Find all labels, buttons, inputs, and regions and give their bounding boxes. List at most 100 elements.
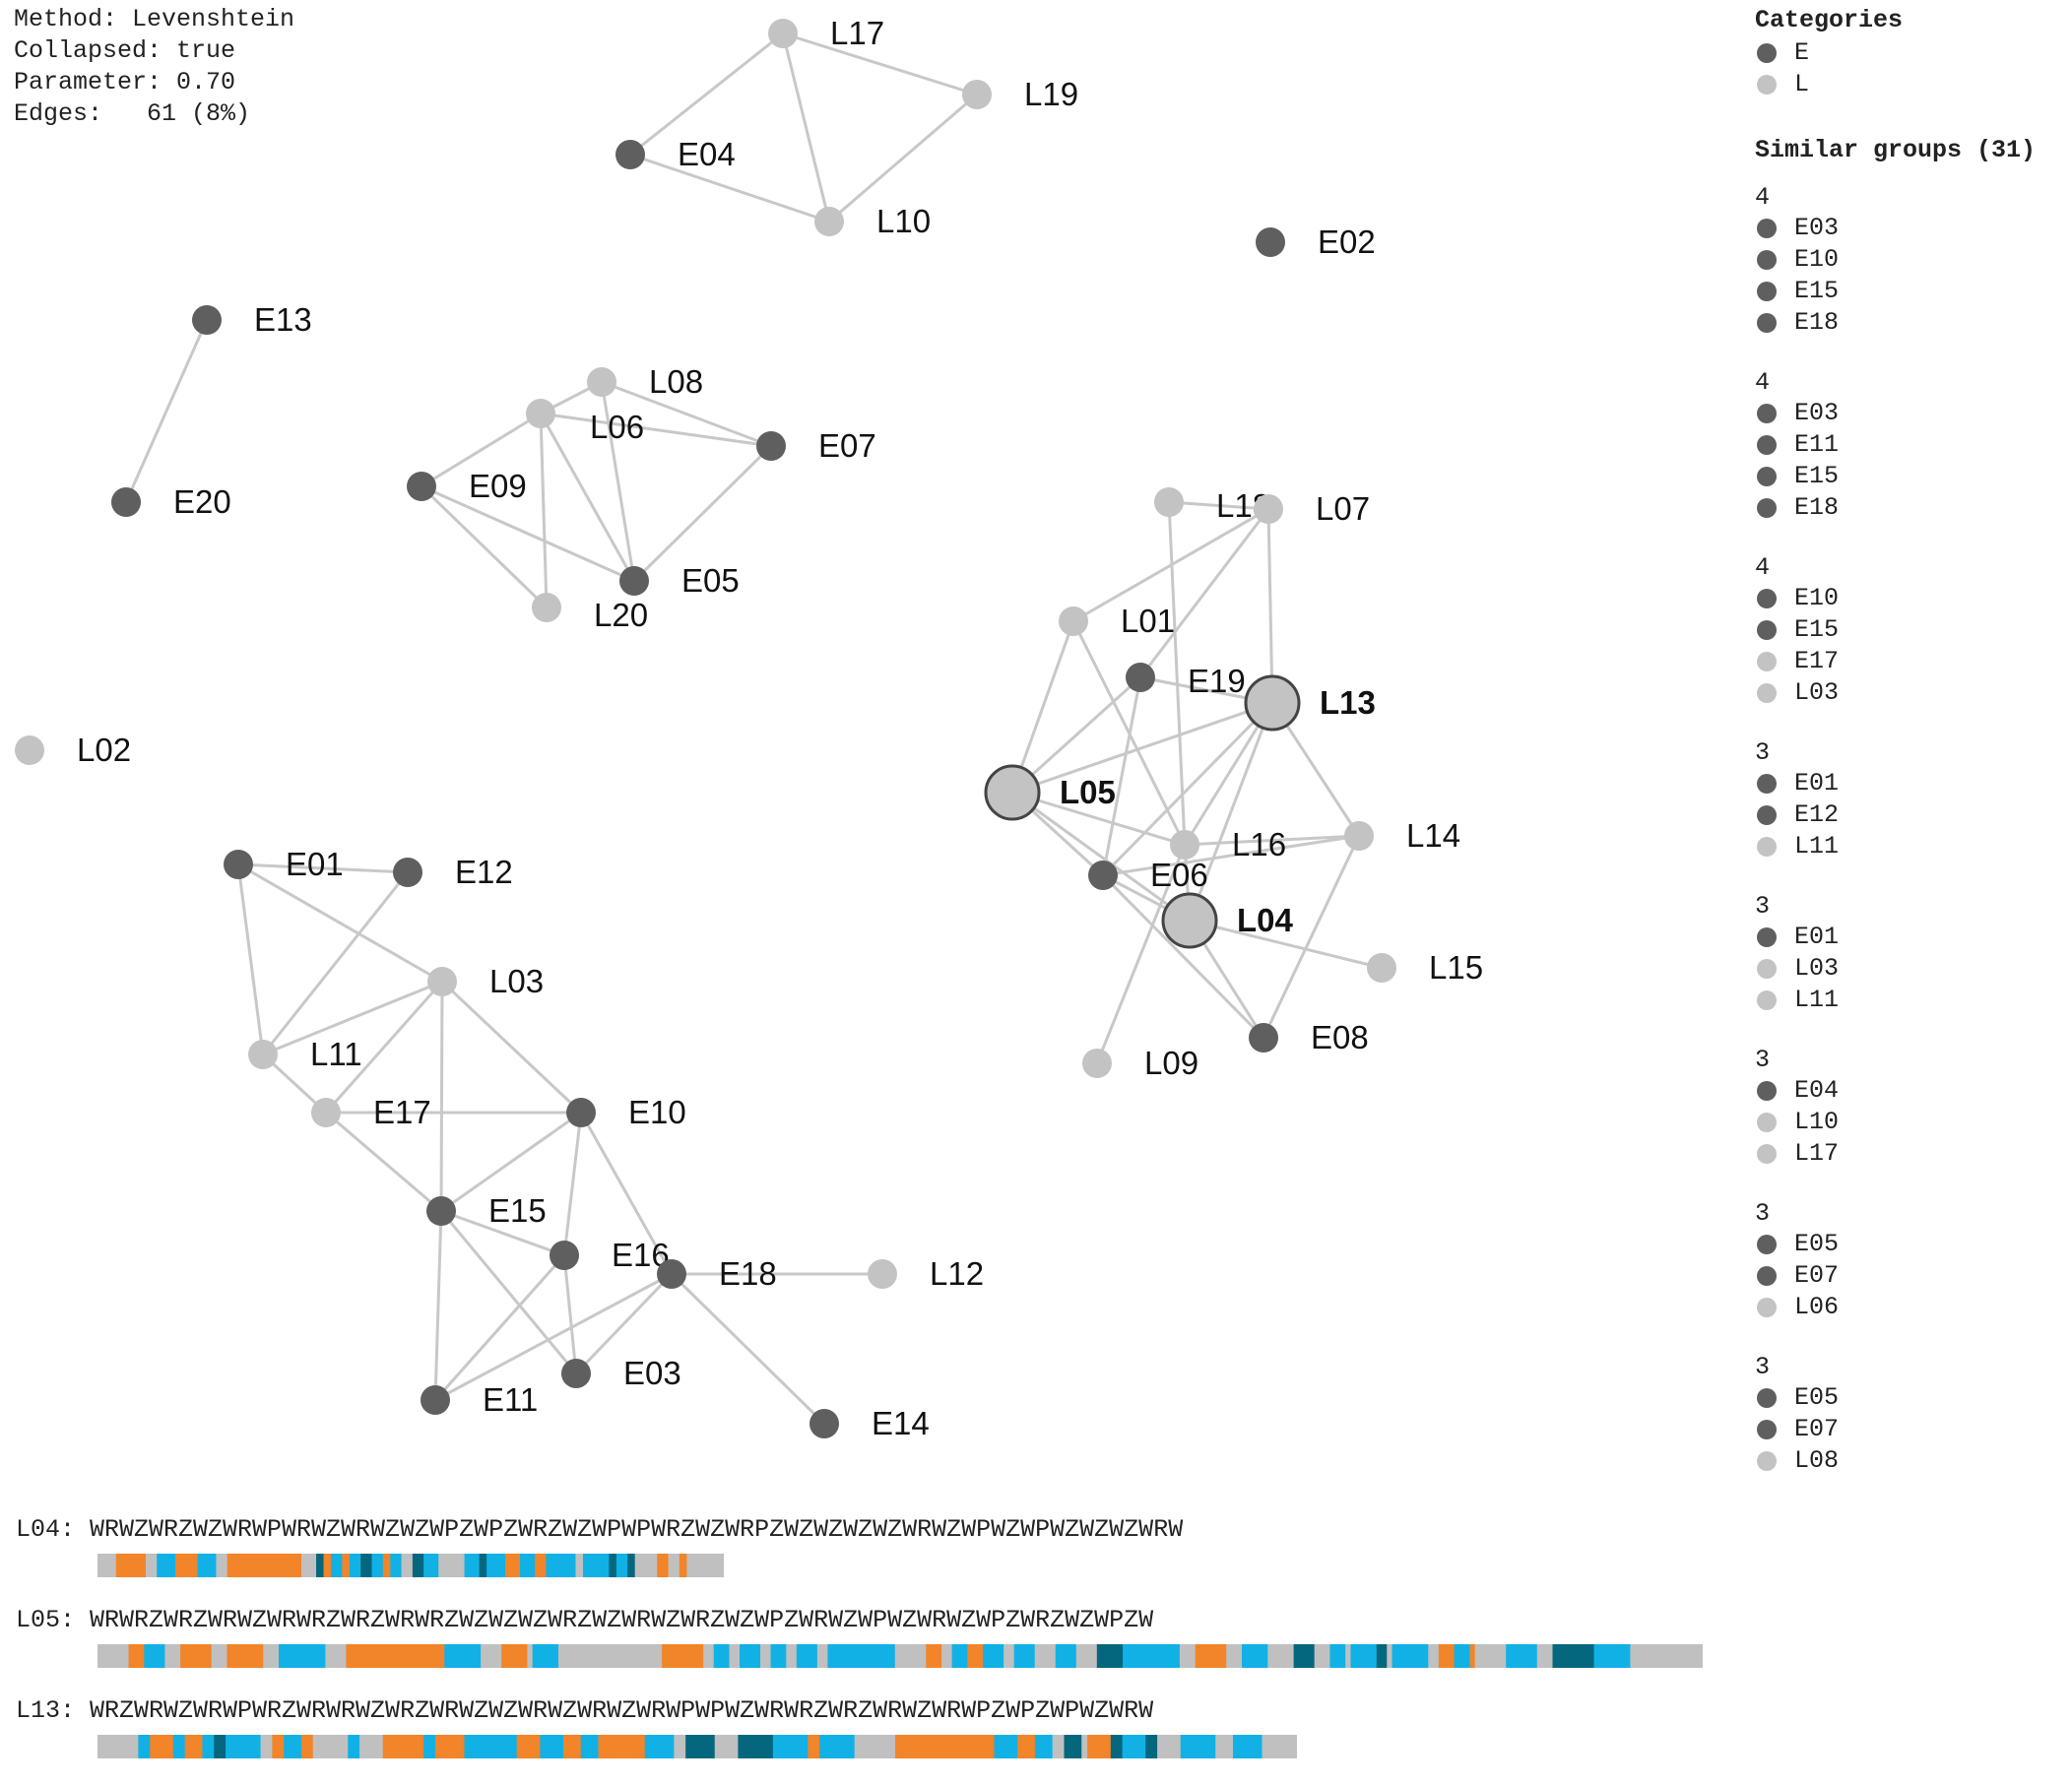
node-L11[interactable]: L11 (248, 1036, 362, 1072)
node-E02[interactable]: E02 (1256, 223, 1376, 260)
node-L10[interactable]: L10 (814, 203, 931, 239)
edge-L03-L11 (262, 980, 443, 1056)
node-L15[interactable]: L15 (1367, 949, 1483, 986)
similar-group-1[interactable]: 4 E03 E10 E15 E18 (1755, 183, 2060, 339)
similar-group-5[interactable]: 3 E01 L03 L11 (1755, 892, 2060, 1016)
node-circle-E13[interactable] (192, 305, 222, 335)
node-circle-L04[interactable] (1161, 892, 1218, 949)
similar-group-6[interactable]: 3 E04 L10 L17 (1755, 1046, 2060, 1170)
node-L13[interactable]: L13 (1244, 674, 1376, 732)
node-circle-L09[interactable] (1082, 1049, 1112, 1078)
node-circle-E19[interactable] (1126, 663, 1155, 692)
legend-dot-icon (1757, 652, 1777, 671)
node-circle-E03[interactable] (561, 1359, 591, 1388)
node-circle-L20[interactable] (532, 593, 561, 622)
similar-group-8[interactable]: 3 E05 E07 L08 (1755, 1353, 2060, 1477)
node-E19[interactable]: E19 (1126, 663, 1246, 699)
node-E07[interactable]: E07 (756, 427, 876, 464)
node-circle-E12[interactable] (393, 858, 422, 887)
node-circle-L13[interactable] (1244, 674, 1301, 732)
edge-E01-E12 (237, 862, 409, 874)
node-E09[interactable]: E09 (407, 468, 527, 504)
similar-group-4[interactable]: 3 E01 E12 L11 (1755, 738, 2060, 862)
node-E10[interactable]: E10 (566, 1094, 686, 1130)
node-E14[interactable]: E14 (809, 1405, 930, 1441)
node-E04[interactable]: E04 (615, 136, 736, 172)
node-circle-L01[interactable] (1059, 606, 1088, 636)
sequence-segment (115, 1554, 147, 1577)
node-E03[interactable]: E03 (561, 1355, 681, 1391)
node-E13[interactable]: E13 (192, 301, 312, 338)
sequence-segment (729, 1644, 741, 1668)
node-circle-L05[interactable] (984, 764, 1041, 821)
node-circle-L12[interactable] (868, 1259, 897, 1289)
node-L14[interactable]: L14 (1344, 817, 1460, 854)
node-circle-E14[interactable] (809, 1409, 839, 1438)
similar-group-3[interactable]: 4 E10 E15 E17 L03 (1755, 553, 2060, 709)
similar-group-2[interactable]: 4 E03 E11 E15 E18 (1755, 368, 2060, 524)
node-circle-L02[interactable] (15, 735, 44, 765)
node-L06[interactable]: L06 (526, 399, 644, 445)
node-E20[interactable]: E20 (111, 483, 231, 520)
node-circle-L18[interactable] (1154, 487, 1184, 517)
node-circle-E15[interactable] (426, 1196, 456, 1226)
node-circle-E07[interactable] (756, 431, 786, 461)
node-circle-L16[interactable] (1170, 830, 1199, 860)
node-E12[interactable]: E12 (393, 854, 513, 890)
node-L04[interactable]: L04 (1161, 892, 1294, 949)
node-circle-E02[interactable] (1256, 227, 1285, 257)
node-E08[interactable]: E08 (1249, 1019, 1369, 1055)
node-circle-E10[interactable] (566, 1098, 596, 1127)
node-L17[interactable]: L17 (768, 15, 884, 51)
node-circle-E01[interactable] (224, 850, 253, 879)
node-L19[interactable]: L19 (962, 76, 1078, 112)
node-L03[interactable]: L03 (427, 963, 544, 999)
node-E15[interactable]: E15 (426, 1192, 547, 1229)
node-L09[interactable]: L09 (1082, 1045, 1198, 1081)
node-L02[interactable]: L02 (15, 732, 131, 768)
node-circle-L11[interactable] (248, 1040, 278, 1069)
collapsed-text: Collapsed: true (14, 36, 236, 65)
node-circle-E20[interactable] (111, 487, 141, 517)
node-E16[interactable]: E16 (550, 1237, 670, 1273)
node-circle-L14[interactable] (1344, 821, 1374, 851)
node-circle-L07[interactable] (1254, 494, 1283, 524)
node-circle-E08[interactable] (1249, 1023, 1278, 1052)
node-circle-E17[interactable] (311, 1098, 341, 1127)
node-circle-L03[interactable] (427, 967, 457, 996)
node-E11[interactable]: E11 (421, 1381, 538, 1418)
node-circle-L17[interactable] (768, 19, 798, 48)
node-circle-E16[interactable] (550, 1241, 579, 1270)
node-L16[interactable]: L16 (1170, 826, 1286, 862)
node-circle-E04[interactable] (615, 140, 645, 169)
sequence-segment (557, 1644, 663, 1668)
node-E01[interactable]: E01 (224, 846, 344, 882)
node-circle-L19[interactable] (962, 80, 992, 109)
node-circle-L08[interactable] (587, 367, 616, 397)
node-E06[interactable]: E06 (1088, 857, 1208, 893)
node-L08[interactable]: L08 (587, 363, 703, 400)
node-circle-L15[interactable] (1367, 953, 1396, 983)
node-L01[interactable]: L01 (1059, 603, 1175, 639)
sequence-segment (713, 1644, 730, 1668)
node-circle-E05[interactable] (619, 566, 649, 596)
similar-group-7[interactable]: 3 E05 E07 L06 (1755, 1199, 2060, 1323)
node-L07[interactable]: L07 (1254, 490, 1370, 527)
group-size: 4 (1755, 183, 1771, 212)
node-circle-L06[interactable] (526, 399, 555, 428)
node-E05[interactable]: E05 (619, 562, 740, 599)
node-circle-E06[interactable] (1088, 861, 1118, 890)
node-circle-E18[interactable] (657, 1259, 686, 1289)
edge-E18-E11 (434, 1272, 673, 1402)
node-L05[interactable]: L05 (984, 764, 1116, 821)
node-L12[interactable]: L12 (868, 1255, 984, 1292)
node-circle-E11[interactable] (421, 1385, 450, 1415)
node-L20[interactable]: L20 (532, 593, 648, 633)
node-E17[interactable]: E17 (311, 1094, 431, 1130)
node-E18[interactable]: E18 (657, 1255, 777, 1292)
node-circle-L10[interactable] (814, 207, 844, 236)
legend-item-label: E12 (1794, 800, 1840, 829)
node-circle-E09[interactable] (407, 472, 436, 501)
